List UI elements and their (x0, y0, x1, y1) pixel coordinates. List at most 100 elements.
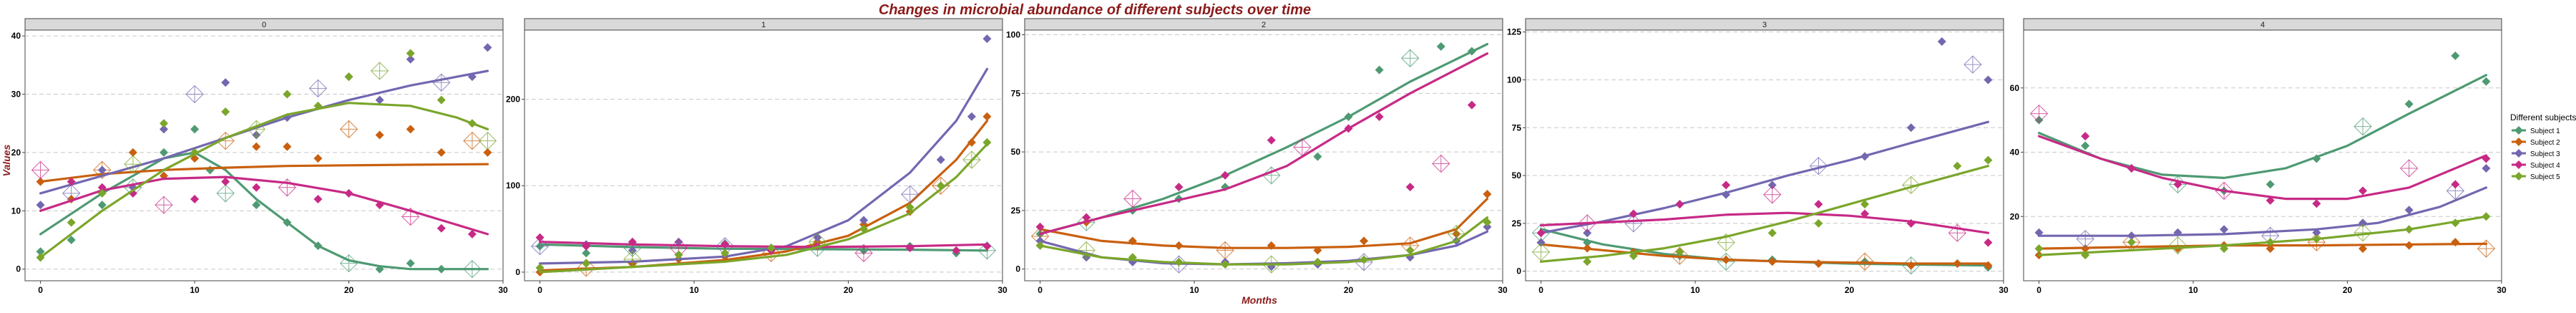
series-subject-2 (1030, 189, 1492, 260)
data-point (370, 62, 389, 80)
legend-item: Subject 4 (2512, 160, 2560, 170)
trend-line (1038, 52, 1489, 236)
data-point (1536, 238, 1546, 247)
trend-line (2037, 186, 2488, 237)
data-point (2482, 77, 2491, 86)
series-subject-4 (2029, 104, 2491, 208)
data-point (1583, 228, 1592, 238)
data-point (1675, 200, 1684, 209)
legend-marker (2514, 172, 2523, 180)
data-point (2265, 180, 2275, 189)
series-subject-3 (2034, 163, 2491, 249)
data-point (1937, 37, 1946, 47)
data-point (313, 154, 323, 163)
series-subject-4 (1536, 180, 1993, 247)
y-tick-label: 0 (515, 267, 520, 277)
x-axis-title: Months (1241, 294, 1277, 306)
x-tick-label: 20 (2343, 285, 2353, 295)
data-point (483, 148, 492, 157)
data-point (97, 188, 107, 198)
series-subject-5 (535, 138, 992, 274)
data-point (67, 218, 76, 227)
data-point (1814, 218, 1823, 228)
data-point (905, 203, 914, 212)
data-point (1262, 166, 1281, 185)
trend-line (39, 175, 489, 236)
data-point (1401, 49, 1420, 67)
legend-label: Subject 3 (2530, 150, 2560, 158)
data-point (159, 125, 168, 134)
y-tick-label: 100 (1507, 74, 1521, 85)
data-point (467, 229, 477, 239)
data-point (185, 85, 204, 104)
trend-line (1038, 197, 1489, 249)
data-point (190, 125, 200, 134)
data-point (982, 34, 992, 44)
y-tick-label: 50 (1011, 147, 1021, 157)
legend-title: Different subjects (2510, 112, 2576, 122)
x-tick-label: 0 (2036, 285, 2041, 295)
data-point (67, 177, 76, 186)
data-point (2127, 238, 2136, 247)
data-point (1536, 228, 1546, 238)
data-point (535, 233, 545, 242)
data-point (1984, 75, 1993, 85)
y-axis-title: Values (1, 144, 12, 176)
facet-strip-label: 0 (262, 21, 266, 29)
legend-marker (2514, 160, 2523, 169)
y-tick-label: 0 (16, 264, 21, 274)
data-point (1077, 241, 1096, 260)
data-point (1174, 183, 1184, 192)
data-point (2081, 141, 2090, 150)
legend-label: Subject 1 (2530, 127, 2560, 135)
data-point (1953, 161, 1962, 170)
data-point (2358, 244, 2368, 254)
y-tick-label: 60 (2010, 83, 2020, 93)
data-point (952, 246, 961, 255)
data-point (124, 155, 142, 173)
data-point (97, 165, 107, 175)
data-point (1722, 180, 1731, 190)
data-point (2220, 225, 2229, 234)
data-point (1313, 152, 1322, 161)
data-point (36, 247, 45, 256)
data-point (221, 177, 230, 186)
legend-item: Subject 2 (2512, 138, 2560, 147)
facet-strip-label: 2 (1262, 21, 1266, 29)
legend-marker (2514, 138, 2523, 146)
data-point (1860, 200, 1870, 209)
data-point (483, 43, 492, 52)
y-tick-label: 40 (11, 31, 21, 41)
data-point (766, 244, 776, 253)
data-point (2168, 236, 2187, 255)
data-point (1763, 186, 1782, 204)
data-point (436, 95, 446, 105)
legend-label: Subject 5 (2530, 173, 2560, 181)
y-tick-label: 200 (506, 95, 520, 105)
y-tick-label: 20 (2010, 211, 2020, 221)
trend-line (1539, 243, 1990, 265)
y-tick-label: 75 (1512, 122, 1522, 133)
data-point (1375, 65, 1384, 74)
chart-title: Changes in microbial abundance of differ… (879, 2, 1311, 18)
data-point (859, 216, 869, 225)
data-point (982, 138, 992, 147)
data-point (283, 90, 292, 99)
series-subject-4 (31, 160, 489, 239)
data-point (406, 125, 415, 134)
data-point (1675, 247, 1684, 256)
data-point (1629, 251, 1638, 261)
y-tick-label: 125 (1507, 27, 1521, 37)
y-tick-label: 75 (1011, 88, 1021, 98)
data-point (406, 49, 415, 58)
x-tick-label: 10 (1189, 285, 1199, 295)
data-point (463, 131, 482, 150)
data-point (967, 112, 976, 121)
x-tick-label: 30 (997, 285, 1008, 295)
data-point (1963, 55, 1982, 74)
series-subject-5 (1531, 155, 1993, 266)
data-point (2312, 199, 2321, 208)
data-point (339, 120, 358, 139)
